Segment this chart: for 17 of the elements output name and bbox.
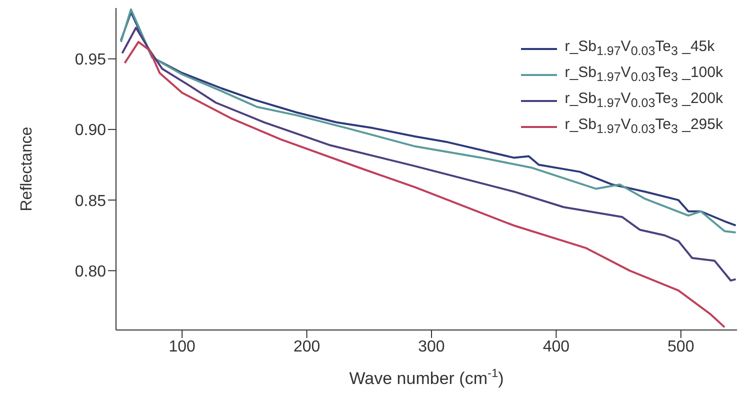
x-axis-title: Wave number (cm$^{-1}$) [349, 366, 504, 388]
y-axis-title: Reflectance [18, 126, 36, 212]
y-tick-label: 0.95 [74, 52, 106, 69]
line-series [121, 26, 737, 282]
legend-label: r_Sb$_{1.97}$V$_{0.03}$Te$_{3}$ _45k [564, 37, 715, 60]
x-tick-label: 100 [168, 338, 196, 356]
legend-label: r_Sb$_{1.97}$V$_{0.03}$Te$_{3}$ _100k [564, 63, 723, 86]
line-series [124, 40, 726, 328]
legend-label: r_Sb$_{1.97}$V$_{0.03}$Te$_{3}$ _295k [564, 115, 723, 138]
x-tick-label: 300 [418, 338, 445, 356]
x-tick-label: 200 [293, 338, 320, 356]
x-tick-label: 400 [542, 338, 570, 356]
y-tick-label: 0.85 [74, 192, 106, 210]
y-tick-label: 0.90 [74, 122, 106, 140]
legend-label: r_Sb$_{1.97}$V$_{0.03}$Te$_{3}$ _200k [564, 89, 723, 112]
y-tick-label: 0.80 [74, 263, 106, 280]
x-tick-label: 500 [668, 338, 694, 356]
